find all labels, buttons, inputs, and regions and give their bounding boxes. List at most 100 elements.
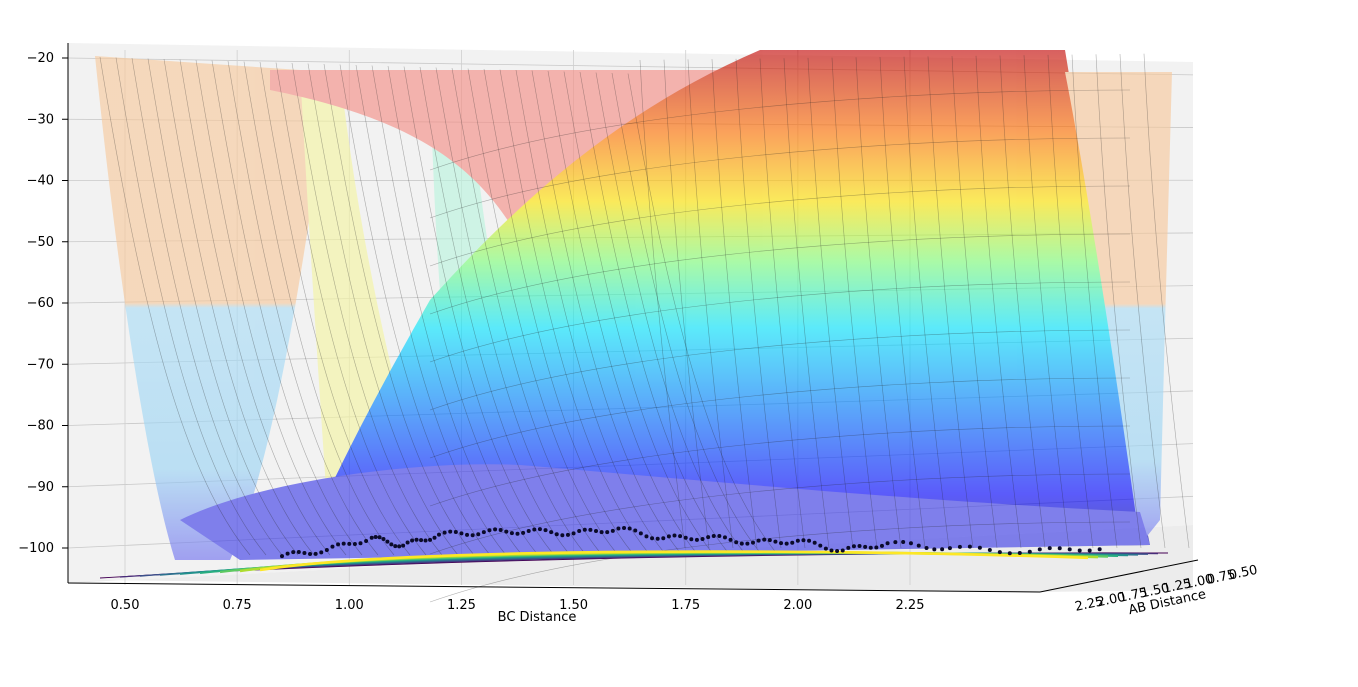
trajectory-point [728,537,733,542]
mesh-line [429,137,1131,219]
mesh-line [429,425,1131,507]
trajectory-point [410,538,415,543]
trajectory-point [470,533,475,538]
trajectory-point [285,551,290,556]
y-tick-label: 1.50 [1140,581,1171,602]
surface-main [300,50,1150,555]
energy-surface [95,50,1172,560]
trajectory-point [352,542,357,547]
trajectory-point [549,530,554,535]
trajectory-point [779,541,784,546]
mesh-line [855,57,902,549]
trajectory-point [302,551,307,555]
mesh-line [1095,54,1142,549]
mesh-line [451,67,603,556]
mesh-line [115,57,267,556]
mesh-line [711,59,758,549]
trajectory-point [401,543,406,548]
mesh-line [1143,53,1190,549]
trajectory-point [509,531,514,536]
mesh-line [1047,54,1094,549]
trajectory-point [940,547,945,552]
trajectory-point [947,546,952,551]
trajectory-point [818,543,823,548]
trajectory-point [689,537,694,542]
mesh-line [429,377,1131,459]
trajectory-point [319,550,324,555]
z-tick-label: −90 [27,480,54,495]
mesh-line [147,58,299,556]
contour-line [259,550,1089,572]
x-tick-label: 0.50 [111,598,140,613]
mesh-line [429,185,1131,267]
mesh-line [371,65,523,556]
trajectory-point [932,547,937,552]
y-axis-line [1039,559,1199,593]
trajectory-point [296,550,301,555]
trajectory-point [666,534,671,539]
mesh-line [807,57,854,549]
mesh-line [687,59,734,549]
trajectory-point [795,538,800,543]
mesh-line [483,68,635,556]
surface-mesh [99,53,1190,603]
trajectory-point [1037,547,1042,552]
trajectory-point [1057,546,1062,551]
trajectory-point [588,527,593,532]
trajectory-point [627,526,632,531]
trajectory-point [638,531,643,536]
trajectory-point [885,541,890,546]
surface-top-band [270,70,760,240]
y-tick-label: 1.25 [1162,576,1193,597]
trajectory-point [504,529,509,534]
trajectory-point [381,536,386,541]
mesh-line [547,70,699,556]
surface-basin [180,464,1150,560]
trajectory-point [577,529,582,534]
trajectory-point [908,541,913,546]
mesh-line [179,59,331,556]
y-tick-label: 1.00 [1184,572,1215,593]
x-tick-label: 1.50 [559,598,588,613]
trajectory-point [560,533,565,538]
trajectory-point [879,543,884,548]
mesh-line [403,66,555,556]
trajectory-point [423,538,428,543]
trajectory-point [448,529,453,534]
trajectory-point [599,530,604,535]
x-tick-label: 2.00 [783,598,812,613]
trajectory-point [722,535,727,540]
x-axis-title: BC Distance [498,610,577,625]
z-tick-label: −80 [27,419,54,434]
trajectory-point [397,544,402,549]
mesh-line [595,72,747,556]
trajectory-point [291,550,296,555]
trajectory-point [672,533,677,538]
mesh-line [323,63,475,556]
trajectory-point [711,534,716,539]
trajectory-point [717,534,722,539]
z-tick-label: −40 [27,174,54,189]
trajectory-point [389,542,394,547]
mesh-line [429,281,1131,363]
z-tick-label: −60 [27,296,54,311]
trajectory-point [901,539,906,544]
x-tick-label: 1.75 [671,598,700,613]
mesh-line [259,61,411,556]
z-tick-label: −20 [27,51,54,66]
mesh-line [499,69,651,556]
mesh-line [611,72,763,556]
trajectory-point [767,538,772,543]
mesh-line [951,56,998,549]
trajectory-point [1077,548,1082,553]
trajectory-point [622,525,627,530]
trajectory-point [857,544,862,549]
trajectory-point [498,527,503,532]
trajectory-point [734,540,739,545]
trajectory-point [868,545,873,550]
trajectory-point [280,554,284,559]
trajectory-point [373,534,378,539]
mesh-line [307,63,459,556]
mesh-line [419,66,571,556]
trajectory-point [851,544,856,549]
